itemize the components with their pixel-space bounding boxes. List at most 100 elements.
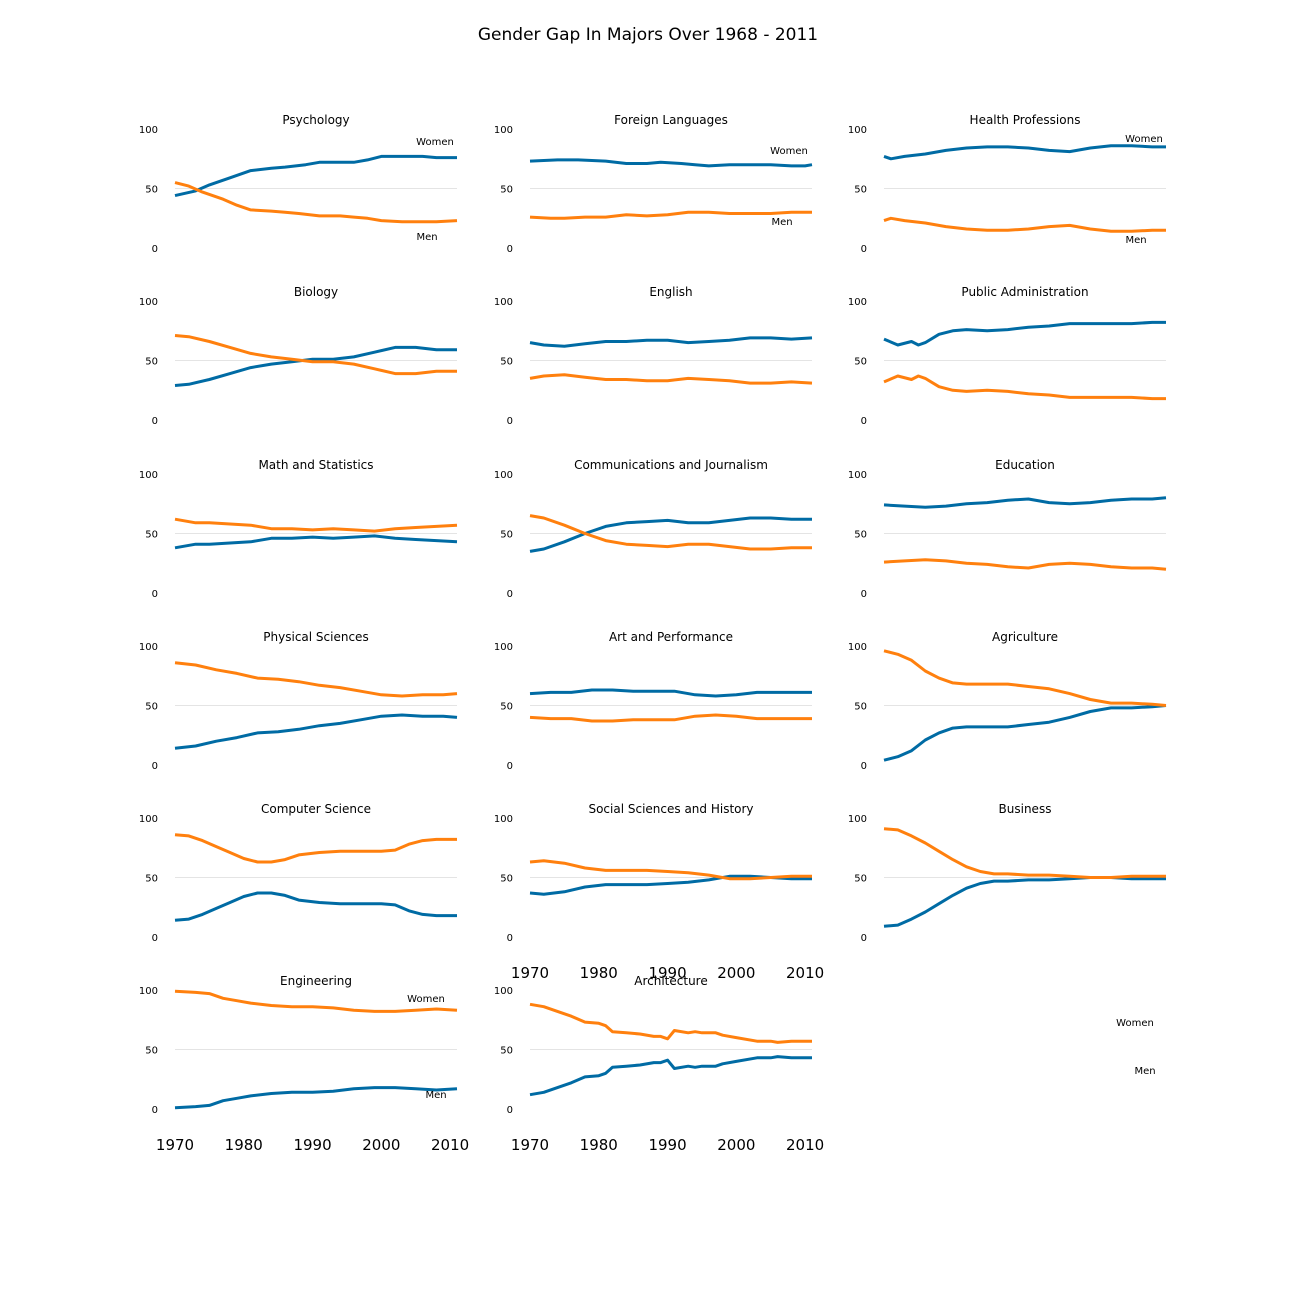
x-tick-label: 1990 — [648, 964, 686, 982]
y-tick-label: 100 — [494, 986, 513, 997]
y-tick-label: 0 — [507, 1105, 513, 1116]
x-tick-label: 2000 — [362, 1136, 400, 1154]
y-tick-label: 50 — [500, 1046, 513, 1057]
series-men-line — [529, 514, 812, 551]
panel-title: Art and Performance — [609, 630, 733, 644]
y-tick-label: 50 — [500, 185, 513, 196]
y-tick-label: 50 — [145, 702, 158, 713]
panel-title: Foreign Languages — [614, 113, 728, 127]
panel-title: Architecture — [634, 974, 707, 988]
y-tick-label: 100 — [494, 814, 513, 825]
series-men-line — [174, 833, 457, 864]
y-tick-label: 50 — [500, 530, 513, 541]
panel-title: Communications and Journalism — [574, 458, 768, 472]
series-label-women: Women — [770, 146, 808, 157]
panel-english: 0 50 100 English — [494, 285, 813, 427]
y-tick-label: 100 — [848, 814, 867, 825]
series-women-line — [529, 336, 813, 348]
panel-public-administration: 0 50 100 Public Administration — [848, 285, 1166, 427]
series-women-line — [883, 704, 1167, 762]
y-tick-label: 100 — [139, 986, 158, 997]
panel-health-professions: 0 50 100 Health Professions Women Men — [848, 113, 1166, 255]
panel-business: 0 50 100 Business — [848, 802, 1166, 944]
y-tick-label: 0 — [152, 761, 158, 772]
y-tick-label: 50 — [145, 530, 158, 541]
series-women-line — [529, 688, 812, 698]
panel-foreign-languages: 0 50 100 Foreign Languages Women Men — [494, 113, 813, 255]
panel-art-and-performance: 0 50 100 Art and Performance — [494, 630, 812, 772]
y-tick-label: 100 — [494, 125, 513, 136]
y-tick-label: 100 — [139, 470, 158, 481]
y-tick-label: 0 — [861, 244, 867, 255]
y-tick-label: 0 — [861, 933, 867, 944]
y-tick-label: 100 — [494, 642, 513, 653]
panel-math-and-statistics: 0 50 100 Math and Statistics — [139, 458, 458, 600]
series-women-line — [174, 534, 458, 550]
series-men-line — [529, 210, 812, 220]
series-women-line — [529, 158, 813, 168]
panel-title: Engineering — [280, 974, 352, 988]
series-women-line — [883, 496, 1167, 509]
y-tick-label: 0 — [861, 589, 867, 600]
series-men-line — [529, 1002, 812, 1044]
series-men-line — [883, 827, 1166, 879]
y-tick-label: 0 — [507, 589, 513, 600]
y-tick-label: 50 — [145, 1046, 158, 1057]
series-men-line — [883, 649, 1167, 707]
panel-title: Physical Sciences — [263, 630, 368, 644]
panel-title: English — [649, 285, 692, 299]
y-tick-label: 50 — [854, 530, 867, 541]
series-women-line — [174, 154, 457, 198]
series-label-women: Women — [1125, 134, 1163, 145]
series-women-line — [174, 345, 457, 387]
panel-architecture: 0 50 100 Architecture Women Men 1970 1980 1990 20… — [494, 974, 1156, 1154]
x-tick-label: 1990 — [293, 1136, 331, 1154]
x-tick-label: 1990 — [648, 1136, 686, 1154]
panel-social-sciences-and-history: 0 50 100 Social Sciences and History 1970 198… — [494, 802, 824, 982]
panel-engineering: 0 50 100 Engineering Women Men 1970 1980 1990 200… — [139, 974, 469, 1154]
panel-title: Computer Science — [261, 802, 371, 816]
y-tick-label: 100 — [494, 470, 513, 481]
series-label-men: Men — [416, 232, 437, 243]
panel-title: Public Administration — [961, 285, 1088, 299]
y-tick-label: 50 — [145, 357, 158, 368]
series-women-line — [174, 891, 457, 922]
y-tick-label: 100 — [848, 125, 867, 136]
panel-physical-sciences: 0 50 100 Physical Sciences — [139, 630, 458, 772]
y-tick-label: 100 — [139, 642, 158, 653]
series-men-line — [174, 661, 458, 698]
x-tick-label: 2000 — [717, 1136, 755, 1154]
panel-agriculture: 0 50 100 Agriculture — [848, 630, 1167, 772]
series-label-women: Women — [416, 137, 454, 148]
panel-title: Business — [999, 802, 1052, 816]
y-tick-label: 0 — [507, 244, 513, 255]
panel-title: Social Sciences and History — [588, 802, 753, 816]
series-label-women: Women — [407, 994, 445, 1005]
panel-psychology: 0 50 100 Psychology Women Men — [139, 113, 458, 255]
panel-education: 0 50 100 Education — [848, 458, 1167, 600]
y-tick-label: 100 — [139, 814, 158, 825]
series-men-line — [174, 989, 458, 1013]
x-tick-label: 1970 — [156, 1136, 194, 1154]
panel-title: Agriculture — [992, 630, 1058, 644]
y-tick-label: 0 — [507, 761, 513, 772]
series-label-women: Women — [1116, 1018, 1154, 1029]
x-tick-label: 1980 — [225, 1136, 263, 1154]
y-tick-label: 0 — [152, 933, 158, 944]
x-tick-label: 2010 — [786, 964, 824, 982]
x-tick-label: 1970 — [511, 1136, 549, 1154]
y-tick-label: 100 — [494, 297, 513, 308]
series-men-line — [174, 334, 457, 376]
series-men-line — [174, 517, 458, 533]
y-tick-label: 0 — [507, 416, 513, 427]
y-tick-label: 0 — [152, 589, 158, 600]
series-women-line — [174, 713, 458, 750]
y-tick-label: 50 — [145, 874, 158, 885]
x-tick-label: 2000 — [717, 964, 755, 982]
y-tick-label: 0 — [861, 761, 867, 772]
y-tick-label: 50 — [854, 702, 867, 713]
y-tick-label: 0 — [152, 1105, 158, 1116]
series-men-line — [529, 713, 812, 723]
y-tick-label: 100 — [139, 297, 158, 308]
series-men-line — [883, 216, 1166, 233]
